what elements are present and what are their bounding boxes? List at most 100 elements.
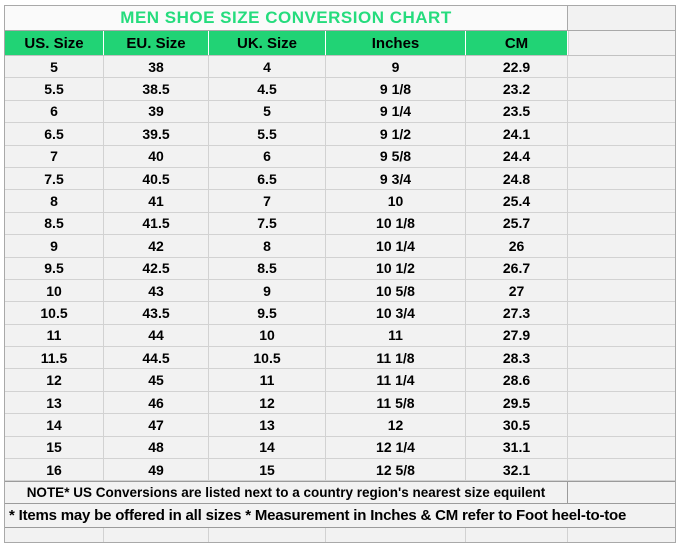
table-cell: 27 <box>466 279 568 302</box>
table-cell: 10 <box>209 324 326 347</box>
empty-cell <box>568 347 675 369</box>
table-cell: 10 1/2 <box>326 257 466 279</box>
empty-cell <box>568 459 675 481</box>
table-cell: 7 <box>5 145 104 167</box>
table-row: 13 46 12 11 5/8 29.5 <box>5 391 675 415</box>
table-row: 11.5 44.5 10.5 11 1/8 28.3 <box>5 347 675 370</box>
table-row: 6.5 39.5 5.5 9 1/2 24.1 <box>5 123 675 146</box>
table-cell: 12 <box>326 414 466 436</box>
empty-cell <box>568 528 675 542</box>
column-header-4: CM <box>466 31 568 55</box>
empty-cell <box>568 235 675 257</box>
empty-cell <box>568 414 675 436</box>
table-row: 9 42 8 10 1/4 26 <box>5 235 675 258</box>
empty-cell <box>466 528 568 542</box>
table-cell: 8.5 <box>209 257 326 279</box>
table-cell: 42.5 <box>104 257 209 279</box>
table-cell: 24.4 <box>466 145 568 167</box>
table-cell: 4.5 <box>209 78 326 100</box>
title-row: MEN SHOE SIZE CONVERSION CHART <box>5 6 675 31</box>
table-cell: 41 <box>104 190 209 212</box>
table-cell: 9 <box>326 56 466 78</box>
table-cell: 6 <box>5 100 104 123</box>
table-row: 10 43 9 10 5/8 27 <box>5 279 675 303</box>
table-cell: 9 1/4 <box>326 100 466 123</box>
table-cell: 40.5 <box>104 167 209 190</box>
table-row: 15 48 14 12 1/4 31.1 <box>5 436 675 460</box>
table-cell: 45 <box>104 369 209 391</box>
table-cell: 38 <box>104 56 209 78</box>
column-header-2: UK. Size <box>209 31 326 55</box>
empty-cell <box>568 6 675 30</box>
table-row: 5 38 4 9 22.9 <box>5 56 675 79</box>
empty-cell <box>326 528 466 542</box>
table-cell: 11 1/4 <box>326 369 466 391</box>
empty-cell <box>568 212 675 235</box>
table-cell: 6 <box>209 145 326 167</box>
table-cell: 10 <box>5 279 104 302</box>
table-cell: 11 5/8 <box>326 391 466 414</box>
table-cell: 26 <box>466 235 568 257</box>
table-cell: 29.5 <box>466 391 568 414</box>
column-header-3: Inches <box>326 31 466 55</box>
table-cell: 14 <box>5 414 104 436</box>
table-cell: 11 <box>5 324 104 347</box>
table-cell: 24.1 <box>466 123 568 145</box>
table-cell: 9 <box>5 235 104 257</box>
table-cell: 12 1/4 <box>326 436 466 459</box>
table-cell: 46 <box>104 391 209 414</box>
table-cell: 38.5 <box>104 78 209 100</box>
table-cell: 8 <box>5 190 104 212</box>
table-cell: 9 3/4 <box>326 167 466 190</box>
empty-cell <box>209 528 326 542</box>
table-cell: 11.5 <box>5 347 104 369</box>
table-cell: 5 <box>5 56 104 78</box>
table-cell: 11 <box>326 324 466 347</box>
table-cell: 47 <box>104 414 209 436</box>
table-cell: 8.5 <box>5 212 104 235</box>
table-row: 11 44 10 11 27.9 <box>5 324 675 348</box>
table-cell: 49 <box>104 459 209 481</box>
table-cell: 43 <box>104 279 209 302</box>
table-cell: 9 1/2 <box>326 123 466 145</box>
table-cell: 15 <box>5 436 104 459</box>
empty-cell <box>568 190 675 212</box>
table-cell: 9 <box>209 279 326 302</box>
empty-cell <box>568 436 675 459</box>
table-cell: 40 <box>104 145 209 167</box>
table-cell: 32.1 <box>466 459 568 481</box>
table-cell: 44.5 <box>104 347 209 369</box>
table-cell: 9.5 <box>209 302 326 324</box>
empty-cell <box>568 279 675 302</box>
table-row: 7.5 40.5 6.5 9 3/4 24.8 <box>5 167 675 191</box>
table-cell: 27.9 <box>466 324 568 347</box>
column-header-1: EU. Size <box>104 31 209 55</box>
table-cell: 44 <box>104 324 209 347</box>
table-cell: 5.5 <box>209 123 326 145</box>
empty-cell <box>568 56 675 78</box>
table-cell: 41.5 <box>104 212 209 235</box>
table-body: 5 38 4 9 22.9 5.5 38.5 4.5 9 1/8 23.2 6 39 5 9 1/4 23.… <box>5 56 675 482</box>
table-cell: 11 1/8 <box>326 347 466 369</box>
note-row: NOTE* US Conversions are listed next to … <box>5 481 675 505</box>
note-secondary-row: * Items may be offered in all sizes * Me… <box>5 504 675 529</box>
empty-cell <box>568 257 675 279</box>
table-cell: 39.5 <box>104 123 209 145</box>
table-cell: 7.5 <box>209 212 326 235</box>
table-row: 12 45 11 11 1/4 28.6 <box>5 369 675 392</box>
table-cell: 10.5 <box>209 347 326 369</box>
table-cell: 42 <box>104 235 209 257</box>
men-shoe-size-conversion-table: MEN SHOE SIZE CONVERSION CHART US. Size E… <box>4 5 676 543</box>
table-cell: 23.2 <box>466 78 568 100</box>
empty-cell <box>568 123 675 145</box>
table-cell: 27.3 <box>466 302 568 324</box>
empty-cell <box>568 167 675 190</box>
note-secondary: * Items may be offered in all sizes * Me… <box>5 504 675 528</box>
table-cell: 6.5 <box>209 167 326 190</box>
table-row: 8 41 7 10 25.4 <box>5 190 675 213</box>
empty-cell <box>568 145 675 167</box>
table-cell: 30.5 <box>466 414 568 436</box>
table-cell: 14 <box>209 436 326 459</box>
table-cell: 25.7 <box>466 212 568 235</box>
